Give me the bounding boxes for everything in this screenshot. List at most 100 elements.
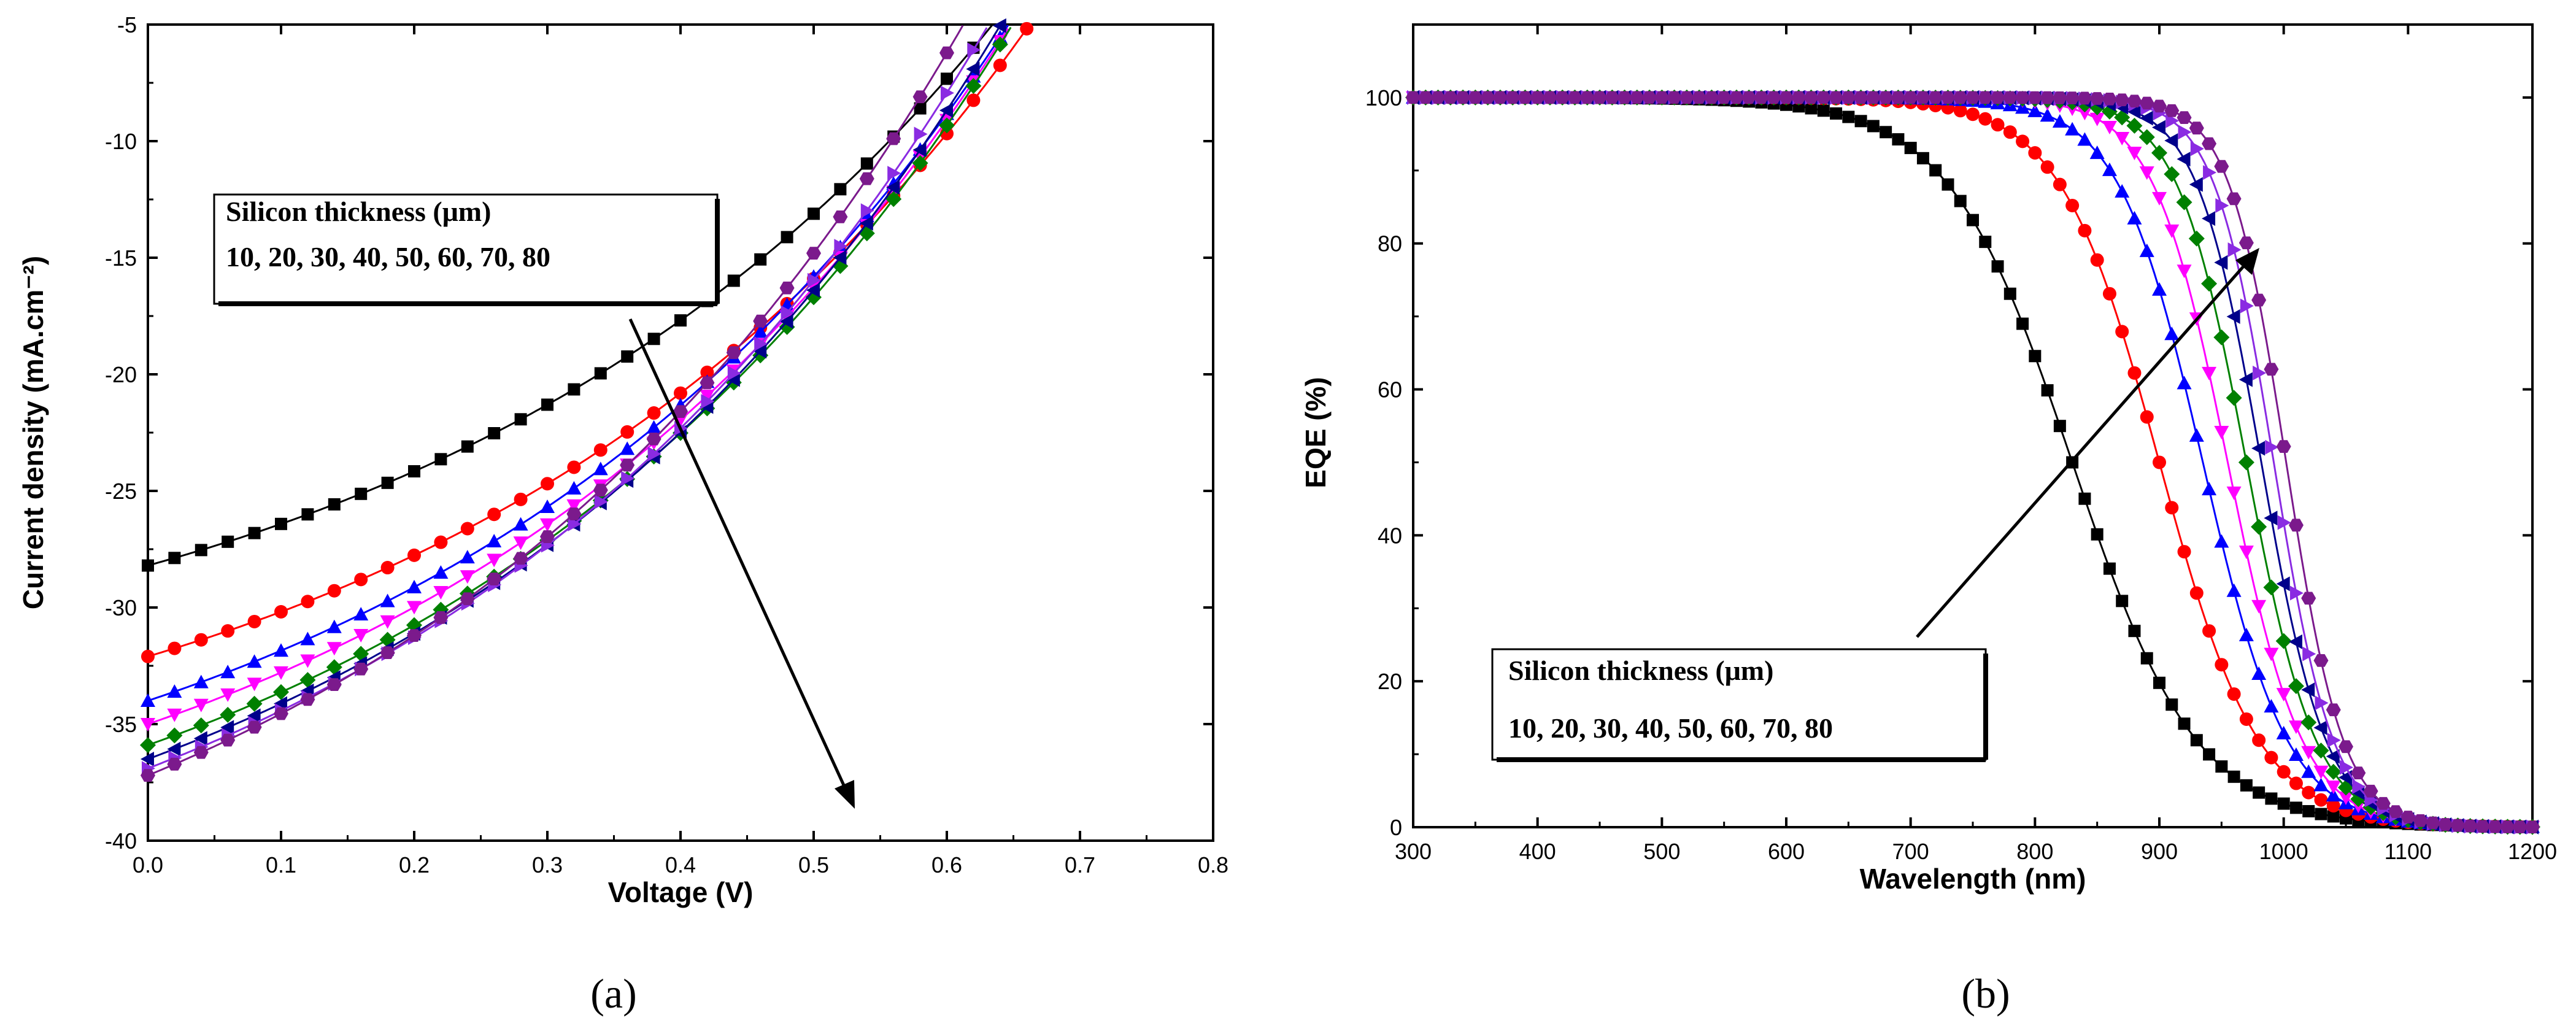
eqe-point	[1928, 91, 1943, 104]
y-tick-label: 20	[1378, 669, 1402, 694]
eqe-point	[2053, 420, 2066, 433]
eqe-point	[2438, 818, 2453, 831]
eqe-point	[2253, 365, 2267, 380]
y-tick-label: -25	[105, 479, 137, 504]
jv-series-30m	[141, 25, 1009, 707]
jv-point	[407, 629, 422, 642]
eqe-point	[1406, 91, 1421, 104]
eqe-point	[1967, 214, 1979, 226]
jv-point	[754, 253, 767, 266]
eqe-point	[1942, 178, 1954, 191]
eqe-point	[1979, 236, 1992, 249]
x-tick-label: 0.6	[931, 852, 962, 878]
eqe-point	[2052, 91, 2067, 104]
jv-point	[434, 453, 447, 466]
jv-point	[220, 720, 234, 735]
jv-point	[275, 517, 287, 530]
eqe-point	[2103, 562, 2116, 575]
eqe-point	[2488, 820, 2503, 833]
eqe-point	[2277, 765, 2291, 779]
jv-point	[167, 684, 182, 698]
jv-point	[408, 465, 420, 478]
x-tick-label: 0.0	[133, 852, 163, 878]
jv-point	[299, 672, 316, 688]
y-tick-label: 100	[1365, 85, 1402, 110]
jv-point	[167, 741, 181, 757]
jv-series-80m	[141, 25, 964, 782]
x-tick-label: 0.8	[1198, 852, 1228, 878]
jv-point	[167, 757, 182, 771]
eqe-point	[2114, 109, 2131, 126]
jv-point	[300, 631, 315, 646]
eqe-point	[2239, 712, 2253, 726]
jv-point	[513, 517, 528, 531]
eqe-point	[2240, 779, 2253, 792]
jv-point	[460, 592, 475, 606]
eqe-point	[2325, 763, 2342, 780]
panel-b-arrow	[1916, 248, 2259, 638]
eqe-point	[2127, 147, 2142, 161]
jv-point	[140, 737, 156, 754]
eqe-point	[2027, 91, 2043, 104]
eqe-point	[2315, 808, 2327, 820]
eqe-point	[1966, 107, 1980, 122]
eqe-point	[2165, 501, 2179, 515]
eqe-point	[2226, 486, 2242, 500]
eqe-point	[2115, 93, 2130, 107]
panel-a-y-tick-labels: -5 -10 -15 -20 -25 -30 -35 -40	[105, 12, 137, 854]
eqe-point	[2226, 192, 2242, 206]
jv-point	[912, 155, 928, 171]
eqe-point	[2077, 91, 2092, 105]
x-tick-label: 1100	[2385, 839, 2432, 864]
eqe-point	[2238, 454, 2254, 471]
jv-point	[247, 677, 262, 692]
panel-b-label: (b)	[1961, 970, 2010, 1017]
eqe-point	[2139, 166, 2154, 180]
eqe-point	[2339, 740, 2353, 754]
jv-point	[326, 619, 342, 633]
panel-b-annotation-values: 10, 20, 30, 40, 50, 60, 70, 80	[1508, 712, 1833, 744]
eqe-point	[2089, 145, 2105, 160]
eqe-point	[1867, 120, 1880, 133]
jv-point	[326, 659, 342, 676]
eqe-point	[1456, 91, 1471, 104]
jv-point	[567, 460, 581, 474]
eqe-point	[2040, 160, 2054, 174]
jv-point	[834, 239, 848, 254]
jv-point	[380, 593, 395, 608]
eqe-point	[2263, 579, 2280, 596]
eqe-point	[2253, 786, 2266, 799]
eqe-point	[1953, 91, 1968, 104]
eqe-point	[2251, 600, 2267, 614]
jv-point	[566, 480, 582, 495]
eqe-point	[2239, 546, 2254, 560]
jv-point	[1020, 21, 1034, 36]
eqe-point	[2065, 198, 2080, 212]
eqe-point	[2202, 137, 2217, 150]
eqe-point	[2189, 586, 2204, 600]
eqe-point	[2276, 725, 2291, 739]
eqe-point	[2089, 112, 2105, 126]
eqe-point	[2302, 785, 2316, 800]
eqe-point	[2188, 230, 2205, 247]
eqe-point	[1617, 91, 1632, 104]
jv-point	[860, 157, 873, 170]
eqe-point	[2227, 242, 2242, 257]
x-tick-label: 800	[2016, 839, 2053, 864]
eqe-point	[2053, 177, 2067, 191]
eqe-point	[2388, 805, 2404, 819]
eqe-point	[2300, 714, 2317, 731]
eqe-point	[2425, 816, 2440, 830]
eqe-point	[2078, 223, 2092, 237]
jv-point	[885, 191, 902, 207]
jv-point	[221, 624, 235, 638]
jv-point	[167, 708, 182, 722]
eqe-point	[2165, 698, 2178, 711]
y-tick-label: -5	[117, 12, 137, 37]
panel-a-annotation-box: Silicon thickness (μm) 10, 20, 30, 40, 5…	[213, 193, 720, 306]
y-tick-label: -15	[105, 245, 137, 271]
jv-point	[914, 102, 927, 115]
eqe-point	[2201, 276, 2218, 292]
eqe-point	[1953, 104, 1967, 118]
eqe-point	[2226, 583, 2242, 597]
